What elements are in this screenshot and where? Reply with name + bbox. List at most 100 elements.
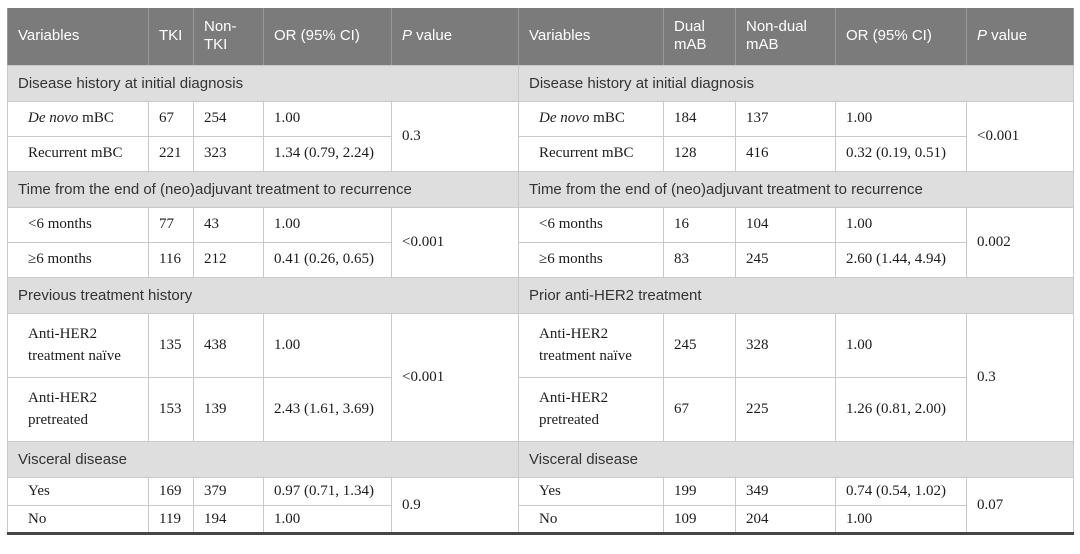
header-non-dual-mab: Non-dual mAB: [735, 8, 836, 66]
count-cell: 225: [735, 376, 836, 442]
or-cell: 1.26 (0.81, 2.00): [835, 376, 967, 442]
variable-label-italic: De novo: [539, 110, 590, 127]
section-title-left: Previous treatment history: [7, 276, 519, 314]
variable-label: Anti-HER2 treatment naïve: [28, 325, 121, 365]
count-cell: 221: [148, 135, 194, 172]
count-cell: 43: [193, 206, 264, 243]
or-cell: 1.00: [835, 312, 967, 378]
or-cell: 2.43 (1.61, 3.69): [263, 376, 392, 442]
or-cell: 1.00: [835, 206, 967, 243]
variable-label: No: [28, 510, 47, 527]
logistic-regression-table: Variables TKI Non-TKI OR (95% CI) P valu…: [7, 8, 1074, 535]
variable-cell: No: [7, 504, 149, 534]
section-title-left: Time from the end of (neo)adjuvant treat…: [7, 170, 519, 208]
section-row: Visceral disease Visceral disease: [7, 440, 1074, 478]
section-title-right: Time from the end of (neo)adjuvant treat…: [518, 170, 1074, 208]
or-cell: 1.00: [263, 504, 392, 534]
variable-label: ≥6 months: [28, 251, 92, 268]
variable-cell: De novo mBC: [518, 100, 664, 137]
variable-cell: Anti-HER2 treatment naïve: [518, 312, 664, 378]
count-cell: 184: [663, 100, 736, 137]
data-row: Anti-HER2 pretreated 153 139 2.43 (1.61,…: [7, 376, 1074, 442]
or-cell: 1.00: [263, 100, 392, 137]
data-row: Anti-HER2 treatment naïve 135 438 1.00 <…: [7, 312, 1074, 442]
count-cell: 67: [148, 100, 194, 137]
data-row: No 119 194 1.00 No 109 204 1.00: [7, 504, 1074, 534]
count-cell: 212: [193, 241, 264, 278]
or-cell: 0.97 (0.71, 1.34): [263, 476, 392, 506]
p-value-cell: <0.001: [966, 100, 1074, 172]
variable-label: Recurrent mBC: [28, 145, 123, 162]
count-cell: 119: [148, 504, 194, 534]
count-cell: 199: [663, 476, 736, 506]
p-italic-label: P: [402, 26, 413, 44]
count-cell: 104: [735, 206, 836, 243]
or-cell: 0.74 (0.54, 1.02): [835, 476, 967, 506]
header-variables-right: Variables: [518, 8, 664, 66]
variable-label: mBC: [78, 110, 114, 127]
header-row: Variables TKI Non-TKI OR (95% CI) P valu…: [7, 8, 1074, 66]
count-cell: 254: [193, 100, 264, 137]
header-dual-mab: Dual mAB: [663, 8, 736, 66]
variable-label-italic: De novo: [28, 110, 79, 127]
count-cell: 245: [735, 241, 836, 278]
or-cell: 0.41 (0.26, 0.65): [263, 241, 392, 278]
count-cell: 135: [148, 312, 194, 378]
count-cell: 323: [193, 135, 264, 172]
p-value-cell: 0.3: [391, 100, 519, 172]
count-cell: 128: [663, 135, 736, 172]
count-cell: 16: [663, 206, 736, 243]
variable-cell: No: [518, 504, 664, 534]
count-cell: 328: [735, 312, 836, 378]
header-tki: TKI: [148, 8, 194, 66]
count-cell: 67: [663, 376, 736, 442]
or-cell: 2.60 (1.44, 4.94): [835, 241, 967, 278]
variable-label: Anti-HER2 treatment naïve: [539, 325, 632, 365]
p-value-cell: <0.001: [391, 312, 519, 442]
count-cell: 349: [735, 476, 836, 506]
count-cell: 245: [663, 312, 736, 378]
count-cell: 438: [193, 312, 264, 378]
data-row: Recurrent mBC 221 323 1.34 (0.79, 2.24) …: [7, 135, 1074, 172]
variable-cell: ≥6 months: [7, 241, 149, 278]
variable-label: Anti-HER2 pretreated: [539, 389, 609, 429]
variable-label: No: [539, 510, 558, 527]
variable-cell: <6 months: [7, 206, 149, 243]
count-cell: 137: [735, 100, 836, 137]
section-title-right: Visceral disease: [518, 440, 1074, 478]
count-cell: 379: [193, 476, 264, 506]
header-or-right: OR (95% CI): [835, 8, 967, 66]
variable-cell: Yes: [7, 476, 149, 506]
variable-label: Yes: [28, 482, 50, 499]
p-value-cell: 0.07: [966, 476, 1074, 534]
or-cell: 1.00: [263, 312, 392, 378]
data-row: Yes 169 379 0.97 (0.71, 1.34) 0.9 Yes 19…: [7, 476, 1074, 534]
variable-cell: Recurrent mBC: [7, 135, 149, 172]
p-value-cell: 0.002: [966, 206, 1074, 278]
count-cell: 77: [148, 206, 194, 243]
variable-label: Anti-HER2 pretreated: [28, 389, 98, 429]
variable-label: Yes: [539, 482, 561, 499]
data-row: De novo mBC 67 254 1.00 0.3 De novo mBC …: [7, 100, 1074, 172]
header-pvalue-left: P value: [391, 8, 519, 66]
count-cell: 83: [663, 241, 736, 278]
header-variables-left: Variables: [7, 8, 149, 66]
section-row: Previous treatment history Prior anti-HE…: [7, 276, 1074, 314]
p-value-label: value: [987, 26, 1028, 44]
count-cell: 169: [148, 476, 194, 506]
p-italic-label: P: [977, 26, 988, 44]
header-or-left: OR (95% CI): [263, 8, 392, 66]
p-value-cell: 0.3: [966, 312, 1074, 442]
section-title-left: Disease history at initial diagnosis: [7, 64, 519, 102]
variable-cell: <6 months: [518, 206, 664, 243]
variable-label: <6 months: [539, 216, 603, 233]
header-non-tki: Non-TKI: [193, 8, 264, 66]
count-cell: 153: [148, 376, 194, 442]
count-cell: 416: [735, 135, 836, 172]
section-title-right: Disease history at initial diagnosis: [518, 64, 1074, 102]
count-cell: 109: [663, 504, 736, 534]
or-cell: 1.00: [263, 206, 392, 243]
variable-cell: Anti-HER2 pretreated: [518, 376, 664, 442]
section-row: Disease history at initial diagnosis Dis…: [7, 64, 1074, 102]
or-cell: 1.34 (0.79, 2.24): [263, 135, 392, 172]
